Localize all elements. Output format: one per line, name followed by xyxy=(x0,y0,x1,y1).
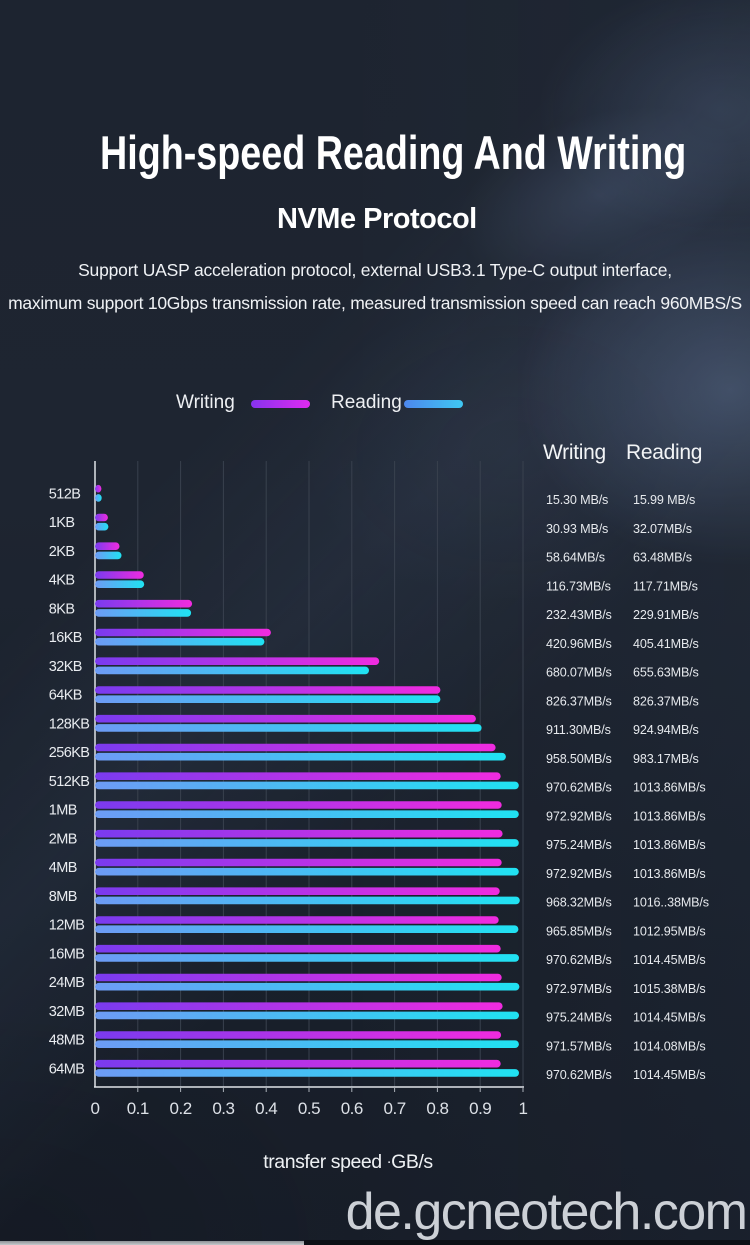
svg-text:965.85MB/s: 965.85MB/s xyxy=(546,924,612,938)
svg-text:0.5: 0.5 xyxy=(298,1099,320,1118)
svg-text:972.92MB/s: 972.92MB/s xyxy=(546,809,612,823)
svg-text:983.17MB/s: 983.17MB/s xyxy=(633,752,699,766)
svg-text:4KB: 4KB xyxy=(49,573,75,589)
svg-text:116.73MB/s: 116.73MB/s xyxy=(546,579,611,593)
svg-text:16KB: 16KB xyxy=(49,630,82,646)
svg-text:0.1: 0.1 xyxy=(127,1099,149,1118)
svg-text:64MB: 64MB xyxy=(49,1061,84,1077)
svg-text:232.43MB/s: 232.43MB/s xyxy=(546,608,612,622)
svg-text:680.07MB/s: 680.07MB/s xyxy=(546,666,612,680)
svg-text:48MB: 48MB xyxy=(49,1033,84,1049)
svg-text:1014.08MB/s: 1014.08MB/s xyxy=(633,1039,706,1053)
svg-text:0: 0 xyxy=(91,1099,100,1118)
svg-text:2MB: 2MB xyxy=(49,831,77,847)
svg-text:8MB: 8MB xyxy=(49,889,77,905)
svg-text:826.37MB/s: 826.37MB/s xyxy=(546,694,612,708)
svg-text:972.92MB/s: 972.92MB/s xyxy=(546,867,612,881)
svg-text:968.32MB/s: 968.32MB/s xyxy=(546,896,612,910)
svg-text:1012.95MB/s: 1012.95MB/s xyxy=(633,924,706,938)
svg-text:64KB: 64KB xyxy=(49,688,82,704)
svg-text:1013.86MB/s: 1013.86MB/s xyxy=(633,867,706,881)
svg-text:1013.86MB/s: 1013.86MB/s xyxy=(633,838,706,852)
svg-text:512B: 512B xyxy=(49,486,80,502)
svg-text:58.64MB/s: 58.64MB/s xyxy=(546,551,605,565)
svg-text:32.07MB/s: 32.07MB/s xyxy=(633,522,692,536)
svg-text:8KB: 8KB xyxy=(49,601,75,617)
svg-text:0.7: 0.7 xyxy=(384,1099,406,1118)
svg-text:1014.45MB/s: 1014.45MB/s xyxy=(633,953,706,967)
svg-text:420.96MB/s: 420.96MB/s xyxy=(546,637,612,651)
svg-text:229.91MB/s: 229.91MB/s xyxy=(633,608,699,622)
svg-text:Reading: Reading xyxy=(626,441,702,464)
svg-text:0.9: 0.9 xyxy=(469,1099,491,1118)
svg-text:32KB: 32KB xyxy=(49,659,82,675)
svg-text:512KB: 512KB xyxy=(49,774,90,790)
svg-text:1: 1 xyxy=(519,1099,528,1118)
svg-text:0.3: 0.3 xyxy=(212,1099,234,1118)
svg-text:975.24MB/s: 975.24MB/s xyxy=(546,1011,612,1025)
svg-text:0.4: 0.4 xyxy=(255,1099,277,1118)
svg-text:32MB: 32MB xyxy=(49,1004,84,1020)
svg-text:970.62MB/s: 970.62MB/s xyxy=(546,781,612,795)
svg-text:128KB: 128KB xyxy=(49,716,90,732)
svg-text:Writing: Writing xyxy=(543,441,606,464)
svg-text:63.48MB/s: 63.48MB/s xyxy=(633,551,692,565)
svg-text:655.63MB/s: 655.63MB/s xyxy=(633,666,699,680)
svg-text:972.97MB/s: 972.97MB/s xyxy=(546,982,612,996)
svg-text:1MB: 1MB xyxy=(49,803,77,819)
svg-text:15.99 MB/s: 15.99 MB/s xyxy=(633,493,695,507)
svg-text:1014.45MB/s: 1014.45MB/s xyxy=(633,1011,706,1025)
svg-text:12MB: 12MB xyxy=(49,918,84,934)
svg-text:4MB: 4MB xyxy=(49,860,77,876)
svg-text:117.71MB/s: 117.71MB/s xyxy=(633,579,698,593)
svg-text:971.57MB/s: 971.57MB/s xyxy=(546,1039,612,1053)
svg-text:16MB: 16MB xyxy=(49,946,84,962)
svg-text:0.2: 0.2 xyxy=(170,1099,192,1118)
svg-text:1013.86MB/s: 1013.86MB/s xyxy=(633,809,706,823)
svg-text:1KB: 1KB xyxy=(49,515,75,531)
svg-text:970.62MB/s: 970.62MB/s xyxy=(546,1068,612,1082)
svg-text:1016..38MB/s: 1016..38MB/s xyxy=(633,896,709,910)
svg-text:405.41MB/s: 405.41MB/s xyxy=(633,637,699,651)
svg-text:975.24MB/s: 975.24MB/s xyxy=(546,838,612,852)
svg-text:970.62MB/s: 970.62MB/s xyxy=(546,953,612,967)
svg-text:958.50MB/s: 958.50MB/s xyxy=(546,752,612,766)
svg-text:924.94MB/s: 924.94MB/s xyxy=(633,723,699,737)
svg-text:0.6: 0.6 xyxy=(341,1099,363,1118)
svg-text:0.8: 0.8 xyxy=(426,1099,448,1118)
svg-text:256KB: 256KB xyxy=(49,745,90,761)
svg-text:2KB: 2KB xyxy=(49,544,75,560)
svg-text:911.30MB/s: 911.30MB/s xyxy=(546,723,611,737)
svg-text:15.30 MB/s: 15.30 MB/s xyxy=(546,493,608,507)
svg-text:24MB: 24MB xyxy=(49,975,84,991)
svg-text:1015.38MB/s: 1015.38MB/s xyxy=(633,982,706,996)
svg-text:30.93 MB/s: 30.93 MB/s xyxy=(546,522,608,536)
svg-text:1013.86MB/s: 1013.86MB/s xyxy=(633,781,706,795)
svg-text:1014.45MB/s: 1014.45MB/s xyxy=(633,1068,706,1082)
svg-text:826.37MB/s: 826.37MB/s xyxy=(633,694,699,708)
